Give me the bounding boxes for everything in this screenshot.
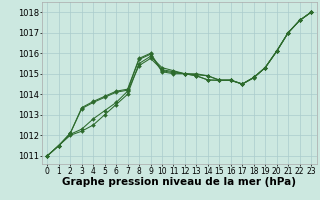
X-axis label: Graphe pression niveau de la mer (hPa): Graphe pression niveau de la mer (hPa) [62,177,296,187]
